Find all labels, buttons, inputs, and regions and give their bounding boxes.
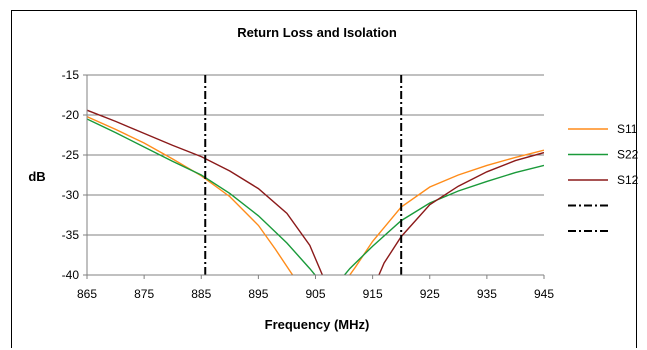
chart-frame [11,10,637,348]
series-line-s11-right [348,149,544,275]
axes: 865 875 885 895 905 915 925 935 945 -15 -20 -25 -30 -… [62,68,555,301]
series-line-s22-right [343,164,544,275]
series-line-s11-left [87,115,294,275]
x-tick-label-6: 925 [420,287,440,301]
x-tick-label-3: 895 [248,287,268,301]
y-tick-label-4: -35 [62,228,80,242]
x-tick-label-8: 945 [534,287,554,301]
x-tick-label-2: 885 [191,287,211,301]
series-s22 [87,118,544,275]
x-tick-label-1: 875 [134,287,154,301]
x-tick-label-7: 935 [477,287,497,301]
y-tick-label-1: -20 [62,108,80,122]
x-axis-title: Frequency (MHz) [265,317,370,332]
series-s12 [87,109,544,275]
y-tick-label-3: -30 [62,188,80,202]
legend-label-0: S11 [617,122,638,136]
chart-title: Return Loss and Isolation [237,25,397,40]
legend-label-2: S12 [617,173,639,187]
series-s11 [87,115,544,275]
y-axis-title: dB [28,169,45,184]
legend-label-1: S22 [617,148,639,162]
legend: S11 S22 S12 [568,122,639,232]
x-tick-label-0: 865 [77,287,97,301]
series-layer [87,109,544,275]
x-tick-label-4: 905 [305,287,325,301]
y-tick-label-5: -40 [62,268,80,282]
marker-lines [204,75,403,275]
x-tick-label-5: 915 [363,287,383,301]
y-tick-label-0: -15 [62,68,80,82]
series-line-s12-right [378,151,544,275]
gridlines [87,74,544,276]
series-line-s22-left [87,118,317,275]
series-line-s12-left [87,109,324,275]
y-tick-label-2: -25 [62,148,80,162]
